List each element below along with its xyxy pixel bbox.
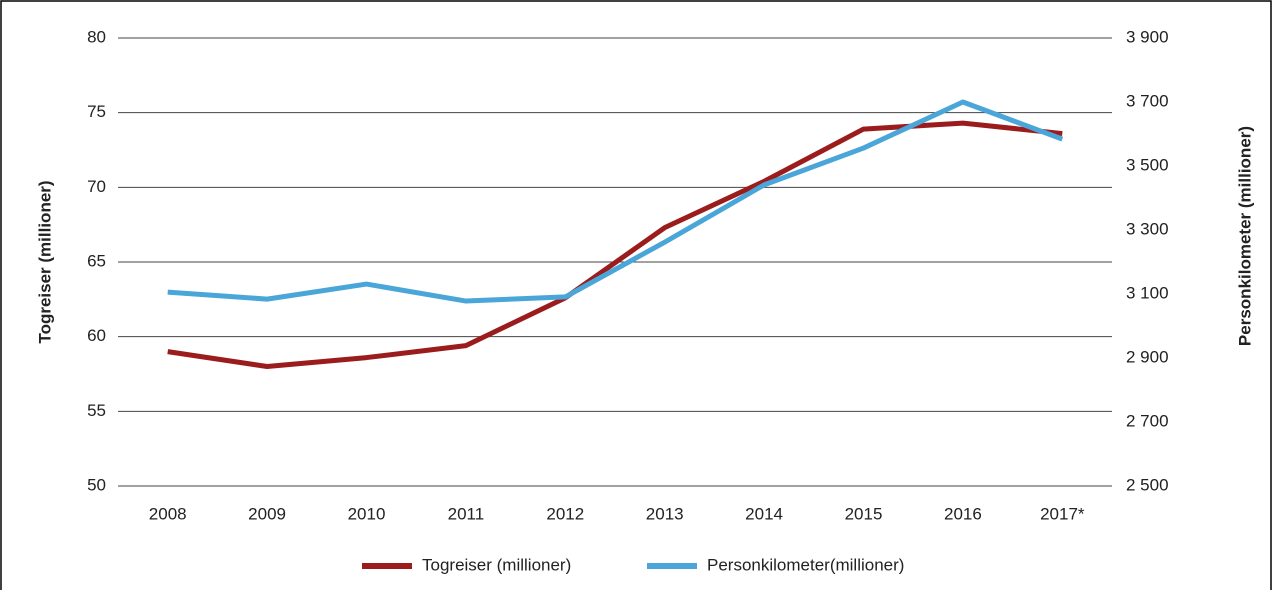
- y-axis-title: Togreiser (millioner): [35, 180, 54, 343]
- legend-label: Personkilometer(millioner): [707, 555, 904, 574]
- x-tick-label: 2017*: [1040, 504, 1085, 523]
- y2-axis-title: Personkilometer (millioner): [1235, 126, 1254, 346]
- legend-label: Togreiser (millioner): [422, 555, 571, 574]
- y-tick-label: 70: [87, 177, 106, 196]
- x-tick-label: 2013: [646, 504, 684, 523]
- y-tick-label: 80: [87, 27, 106, 46]
- y2-tick-label: 2 500: [1126, 475, 1169, 494]
- x-tick-label: 2011: [448, 504, 485, 523]
- y2-tick-label: 3 500: [1126, 155, 1169, 174]
- series-line: [167, 99, 1064, 304]
- y-tick-label: 75: [87, 102, 106, 121]
- y-tick-label: 65: [87, 251, 106, 270]
- x-tick-label: 2012: [546, 504, 584, 523]
- y-tick-label: 50: [87, 475, 106, 494]
- x-tick-label: 2009: [248, 504, 286, 523]
- y2-tick-label: 3 700: [1126, 91, 1169, 110]
- y2-tick-label: 2 700: [1126, 411, 1169, 430]
- y2-tick-label: 3 300: [1126, 219, 1169, 238]
- y2-tick-label: 3 100: [1126, 283, 1169, 302]
- y2-tick-label: 3 900: [1126, 27, 1169, 46]
- x-tick-label: 2010: [348, 504, 386, 523]
- y2-tick-label: 2 900: [1126, 347, 1169, 366]
- series-line: [167, 120, 1063, 370]
- y-tick-label: 55: [87, 401, 106, 420]
- y-tick-label: 60: [87, 326, 106, 345]
- x-tick-label: 2015: [845, 504, 883, 523]
- x-tick-label: 2008: [149, 504, 187, 523]
- x-tick-label: 2014: [745, 504, 783, 523]
- x-tick-label: 2016: [944, 504, 982, 523]
